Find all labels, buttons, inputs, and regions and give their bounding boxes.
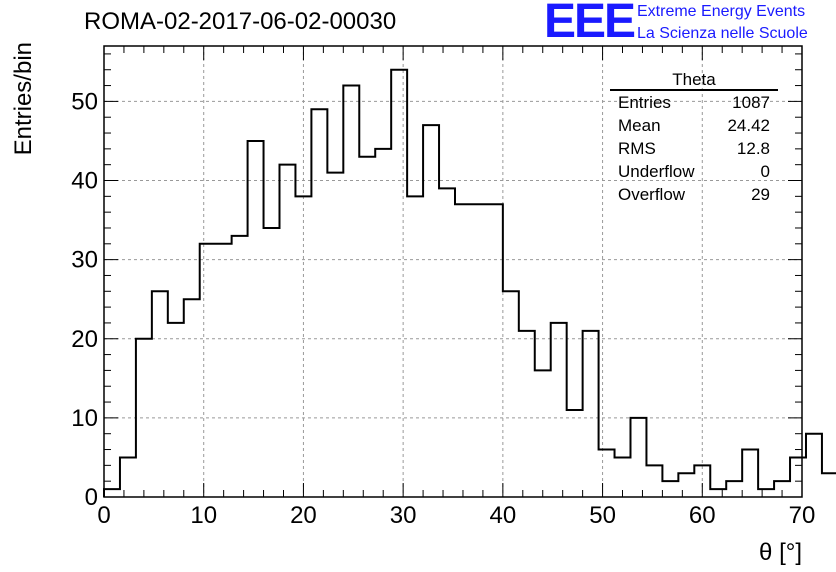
stats-label: Overflow	[618, 185, 686, 204]
histogram-bin	[551, 323, 567, 497]
histogram-bin	[136, 339, 152, 497]
x-tick-label: 10	[190, 502, 217, 529]
y-axis-label: Entries/bin	[10, 42, 37, 155]
histogram-bin	[184, 299, 200, 497]
histogram-bin	[662, 481, 678, 497]
histogram-bin	[391, 70, 407, 497]
x-tick-label: 70	[789, 502, 816, 529]
histogram-bin	[168, 323, 184, 497]
stats-label: Mean	[618, 116, 661, 135]
histogram-bin	[216, 244, 232, 497]
eee-logo: EEE	[544, 0, 636, 48]
plot-frame	[103, 45, 803, 498]
stats-divider	[610, 89, 778, 91]
stats-value: 1087	[732, 93, 770, 112]
histogram-bin	[439, 188, 455, 497]
histogram-bin	[375, 149, 391, 497]
histogram-bin	[279, 165, 295, 497]
histogram-bin	[726, 481, 742, 497]
histogram-bin	[359, 157, 375, 497]
histogram-line	[103, 68, 836, 497]
histogram-bin	[343, 86, 359, 497]
histogram-bin	[822, 473, 836, 497]
stats-row-entries: Entries 1087	[618, 93, 770, 115]
x-tick-label: 0	[97, 502, 110, 529]
stats-row-mean: Mean 24.42	[618, 116, 770, 138]
logo-line-2: La Scienza nelle Scuole	[637, 25, 808, 42]
y-tick-label: 10	[71, 405, 98, 432]
stats-label: RMS	[618, 139, 656, 158]
histogram-bin	[535, 370, 551, 497]
x-tick-label: 30	[390, 502, 417, 529]
histogram-bin	[455, 204, 471, 497]
histogram-bin	[471, 204, 487, 497]
y-tick-label: 40	[71, 168, 98, 195]
histogram-bin	[487, 204, 503, 497]
y-tick-label: 0	[85, 484, 98, 511]
histogram-bin	[583, 331, 599, 497]
stats-value: 24.42	[727, 116, 770, 135]
histogram-bin	[790, 457, 806, 497]
histogram-bin	[567, 410, 583, 497]
histogram-bin	[423, 125, 439, 497]
histogram-bin	[248, 141, 264, 497]
histogram-bin	[120, 457, 136, 497]
y-tick-label: 20	[71, 326, 98, 353]
histogram-bin	[295, 196, 311, 497]
stats-row-underflow: Underflow 0	[618, 162, 770, 184]
stats-row-rms: RMS 12.8	[618, 139, 770, 161]
histogram-bin	[806, 434, 822, 497]
stats-row-overflow: Overflow 29	[618, 185, 770, 207]
histogram-bin	[758, 489, 774, 497]
histogram-bin	[200, 244, 216, 497]
histogram-bin	[232, 236, 248, 497]
histogram-bin	[599, 450, 615, 497]
stats-label: Entries	[618, 93, 671, 112]
stats-label: Underflow	[618, 162, 695, 181]
x-tick-label: 50	[589, 502, 616, 529]
histogram-bin	[152, 291, 168, 497]
histogram-bin	[519, 331, 535, 497]
stats-title: Theta	[672, 70, 716, 89]
x-tick-label: 60	[689, 502, 716, 529]
histogram-bin	[710, 489, 726, 497]
histogram-bin	[678, 473, 694, 497]
run-title: ROMA-02-2017-06-02-00030	[84, 8, 397, 35]
logo-line-1: Extreme Energy Events	[637, 3, 806, 20]
histogram-bin	[311, 109, 327, 497]
stats-value: 0	[760, 162, 770, 181]
histogram-bin	[742, 450, 758, 497]
x-axis-label: θ [°]	[759, 539, 802, 566]
stats-value: 29	[751, 185, 770, 204]
x-tick-label: 40	[490, 502, 517, 529]
x-tick-label: 20	[290, 502, 317, 529]
histogram-bin	[503, 291, 519, 497]
stats-box: Theta Entries 1087 Mean 24.42 RMS 12.8 U…	[610, 68, 778, 208]
histogram-bin	[104, 489, 120, 497]
histogram-bin	[407, 196, 423, 497]
histogram-bin	[327, 173, 343, 497]
y-tick-label: 50	[71, 88, 98, 115]
histogram-bin	[646, 465, 662, 497]
histogram-bin	[264, 228, 280, 497]
histogram-bin	[630, 418, 646, 497]
y-tick-label: 30	[71, 247, 98, 274]
stats-value: 12.8	[736, 139, 770, 158]
